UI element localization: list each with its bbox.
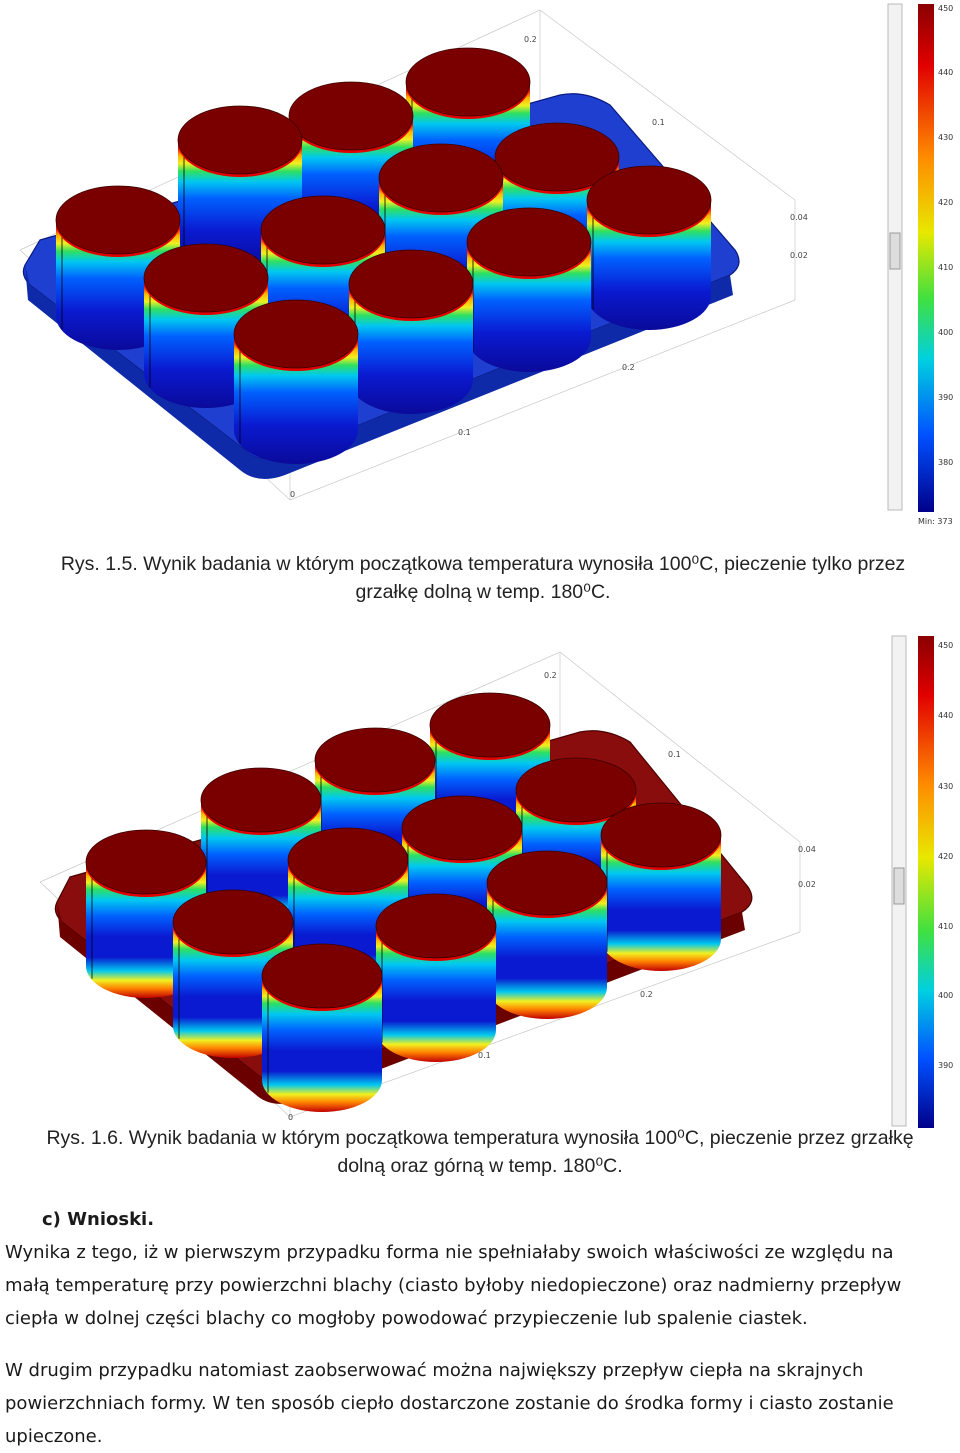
- axis-tick: 0.04: [790, 213, 808, 222]
- cylinder: [233, 299, 359, 464]
- cylinder: [466, 207, 592, 372]
- colorbar-tick: 390: [938, 393, 953, 402]
- axis-tick: 0.1: [458, 428, 471, 437]
- cylinder-side: [587, 200, 711, 330]
- colorbar: [918, 636, 934, 1128]
- paragraph-line: upieczone.: [5, 1426, 103, 1447]
- cylinder-group: [55, 47, 712, 464]
- paragraph-line: powierzchniach formy. W ten sposób ciepł…: [5, 1393, 894, 1414]
- caption-line: dolną oraz górną w temp. 180⁰C.: [337, 1155, 623, 1177]
- colorbar-tick: 430: [938, 133, 953, 142]
- cylinder-side: [349, 284, 473, 414]
- cylinder: [375, 893, 497, 1062]
- cylinder: [261, 943, 383, 1112]
- colorbar-tick: 450: [938, 641, 953, 650]
- cylinder-group: [85, 692, 722, 1112]
- colorbar-tick: 420: [938, 852, 953, 861]
- figure-2-plot: 0.2 0.1 0.04 0.02 0.2 0.1 0 450 440 430 …: [39, 635, 953, 1128]
- axis-tick: 0: [290, 490, 295, 499]
- cylinder-side: [467, 242, 591, 372]
- paragraph-line: ciepła w dolnej części blachy co mogłoby…: [5, 1308, 808, 1329]
- paragraph-1: Wynika z tego, iż w pierwszym przypadku …: [5, 1236, 955, 1335]
- colorbar-tick: 420: [938, 198, 953, 207]
- cylinder-top: [287, 827, 409, 893]
- axis-tick: 0.02: [790, 251, 808, 260]
- colorbar-tick: 440: [938, 68, 953, 77]
- axis-tick: 0.1: [652, 118, 665, 127]
- axis-tick: 0: [288, 1113, 293, 1122]
- paragraph-line: Wynika z tego, iż w pierwszym przypadku …: [5, 1242, 894, 1263]
- cylinder-top: [429, 692, 551, 758]
- cylinder-top: [55, 185, 181, 255]
- cylinder: [348, 249, 474, 414]
- colorbar-tick: 440: [938, 711, 953, 720]
- axis-tick: 0.1: [668, 750, 681, 759]
- cylinder-top: [600, 802, 722, 868]
- scrollbar-thumb[interactable]: [893, 867, 905, 905]
- cylinder-top: [378, 143, 504, 213]
- cylinder-top: [375, 893, 497, 959]
- cylinder-top: [515, 757, 637, 823]
- cylinder-top: [405, 47, 531, 117]
- figure-2-caption: Rys. 1.6. Wynik badania w którym początk…: [0, 1124, 960, 1180]
- cylinder-top: [172, 889, 294, 955]
- tray-edge: [25, 265, 733, 479]
- colorbar-tick: 380: [938, 458, 953, 467]
- paragraph-line: W drugim przypadku natomiast zaobserwowa…: [5, 1360, 864, 1381]
- cylinder-side: [601, 835, 721, 971]
- cylinder-top: [348, 249, 474, 319]
- colorbar-tick: 410: [938, 263, 953, 272]
- figure-1: 0.2 0.1 0.04 0.02 0.2 0.1 0 450 440 430 …: [0, 0, 960, 530]
- cylinder-top: [261, 943, 383, 1009]
- cylinder-top: [314, 727, 436, 793]
- cylinder-top: [85, 829, 207, 895]
- cylinder: [586, 165, 712, 330]
- cylinder-top: [401, 795, 523, 861]
- cylinder-side: [234, 334, 358, 464]
- cylinder-top: [233, 299, 359, 369]
- axis-tick: 0.04: [798, 845, 816, 854]
- caption-line: grzałkę dolną w temp. 180⁰C.: [355, 581, 611, 603]
- cylinder-top: [466, 207, 592, 277]
- paragraph-2: W drugim przypadku natomiast zaobserwowa…: [5, 1354, 955, 1453]
- colorbar-tick: 410: [938, 922, 953, 931]
- colorbar-tick: 400: [938, 991, 953, 1000]
- colorbar-tick: 400: [938, 328, 953, 337]
- scrollbar-thumb[interactable]: [889, 232, 901, 270]
- cylinder-top: [486, 850, 608, 916]
- cylinder-top: [586, 165, 712, 235]
- cylinder-side: [262, 976, 382, 1112]
- cylinder-top: [143, 243, 269, 313]
- cylinder: [177, 105, 303, 270]
- axis-tick: 0.2: [622, 363, 635, 372]
- colorbar-tick: 430: [938, 782, 953, 791]
- axis-tick: 0.2: [640, 990, 653, 999]
- colorbar-min-label: Min: 373: [918, 517, 953, 526]
- colorbar: [918, 4, 934, 512]
- axis-tick: 0.02: [798, 880, 816, 889]
- caption-line: Rys. 1.5. Wynik badania w którym początk…: [60, 553, 906, 575]
- figure-1-caption: Rys. 1.5. Wynik badania w którym początk…: [18, 550, 948, 606]
- axis-tick: 0.2: [524, 35, 537, 44]
- caption-line: Rys. 1.6. Wynik badania w którym początk…: [46, 1127, 914, 1149]
- colorbar-tick: 390: [938, 1061, 953, 1070]
- cylinder-side: [376, 926, 496, 1062]
- cylinder-side: [487, 883, 607, 1019]
- colorbar-tick: 450: [938, 4, 953, 13]
- cylinder-top: [260, 195, 386, 265]
- cylinder: [172, 889, 294, 1058]
- axis-tick: 0.1: [478, 1051, 491, 1060]
- figure-2: 0.2 0.1 0.04 0.02 0.2 0.1 0 450 440 430 …: [0, 632, 960, 1128]
- cylinder-top: [177, 105, 303, 175]
- paragraph-line: małą temperaturę przy powierzchni blachy…: [5, 1275, 902, 1296]
- section-heading: c) Wnioski.: [42, 1209, 155, 1230]
- axis-tick: 0.2: [544, 671, 557, 680]
- figure-1-plot: 0.2 0.1 0.04 0.02 0.2 0.1 0 450 440 430 …: [19, 3, 953, 526]
- cylinder: [486, 850, 608, 1019]
- cylinder-top: [494, 122, 620, 192]
- cylinder-top: [288, 81, 414, 151]
- cylinder-top: [200, 767, 322, 833]
- cylinder: [600, 802, 722, 971]
